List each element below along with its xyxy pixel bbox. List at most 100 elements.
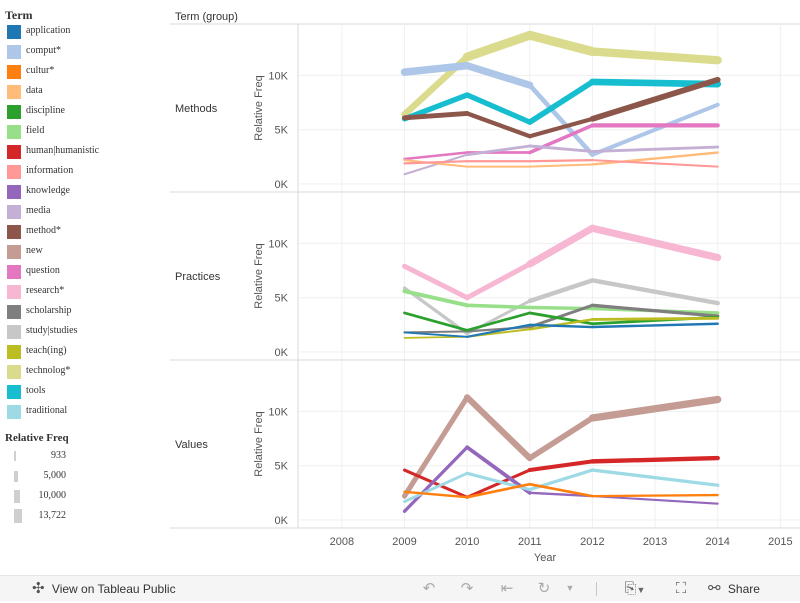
- line-segment[interactable]: [464, 394, 533, 462]
- legend-item[interactable]: knowledge: [7, 184, 157, 200]
- line-segment[interactable]: [527, 82, 595, 157]
- legend-item[interactable]: media: [7, 204, 157, 220]
- line-segment[interactable]: [588, 47, 722, 65]
- line-segment[interactable]: [402, 289, 470, 308]
- share-button[interactable]: ⚯ Share: [708, 576, 760, 601]
- fullscreen-icon[interactable]: ⛶: [675, 580, 687, 597]
- line-segment[interactable]: [528, 303, 594, 329]
- legend-item[interactable]: teach(ing): [7, 344, 157, 360]
- chevron-down-icon[interactable]: ▼: [565, 583, 575, 593]
- line-segment[interactable]: [401, 394, 470, 499]
- line-segment[interactable]: [464, 111, 532, 139]
- line-segment[interactable]: [465, 311, 532, 332]
- legend-item[interactable]: scholarship: [7, 304, 157, 320]
- line-segment[interactable]: [588, 224, 722, 262]
- legend-item[interactable]: research*: [7, 284, 157, 300]
- legend-item[interactable]: method*: [7, 224, 157, 240]
- line-segment[interactable]: [403, 311, 469, 332]
- view-on-tableau-public-button[interactable]: ✣ View on Tableau Public: [32, 576, 176, 601]
- series-cultur-[interactable]: [403, 482, 719, 499]
- line-segment[interactable]: [528, 491, 594, 498]
- legend-item[interactable]: data: [7, 84, 157, 100]
- line-segment[interactable]: [528, 144, 594, 153]
- line-segment[interactable]: [403, 159, 469, 168]
- line-segment[interactable]: [591, 159, 719, 168]
- line-segment[interactable]: [528, 318, 594, 331]
- line-segment[interactable]: [403, 153, 469, 176]
- legend-item[interactable]: discipline: [7, 104, 157, 120]
- series-research-[interactable]: [402, 224, 722, 301]
- series-new[interactable]: [401, 394, 722, 499]
- line-segment[interactable]: [590, 455, 720, 464]
- legend-item[interactable]: traditional: [7, 404, 157, 420]
- line-segment[interactable]: [590, 145, 720, 153]
- line-segment[interactable]: [527, 116, 595, 139]
- line-segment[interactable]: [466, 323, 531, 338]
- line-segment[interactable]: [528, 323, 594, 329]
- line-segment[interactable]: [403, 471, 469, 503]
- legend-item[interactable]: tools: [7, 384, 157, 400]
- line-segment[interactable]: [527, 459, 595, 473]
- line-segment[interactable]: [464, 92, 533, 125]
- line-segment[interactable]: [465, 468, 532, 499]
- line-segment[interactable]: [590, 102, 720, 157]
- download-icon[interactable]: ⎘▼: [624, 580, 646, 597]
- line-segment[interactable]: [591, 493, 719, 498]
- legend-item[interactable]: cultur*: [7, 64, 157, 80]
- line-segment[interactable]: [402, 263, 470, 301]
- line-segment[interactable]: [465, 144, 532, 157]
- line-chart[interactable]: Term (group) 2008 2009 2010 2011 2012 2013 2014…: [0, 0, 800, 575]
- line-segment[interactable]: [590, 303, 720, 318]
- series-media[interactable]: [403, 144, 720, 176]
- line-segment[interactable]: [591, 322, 719, 329]
- line-segment[interactable]: [465, 303, 532, 310]
- series-method-[interactable]: [402, 76, 721, 139]
- line-segment[interactable]: [403, 331, 469, 338]
- legend-item[interactable]: question: [7, 264, 157, 280]
- line-segment[interactable]: [400, 61, 471, 76]
- line-segment[interactable]: [463, 62, 534, 89]
- line-segment[interactable]: [526, 415, 596, 461]
- line-segment[interactable]: [591, 495, 719, 505]
- line-segment[interactable]: [528, 482, 594, 498]
- legend-item[interactable]: comput*: [7, 44, 157, 60]
- series-comput-[interactable]: [400, 61, 720, 157]
- line-segment[interactable]: [464, 261, 533, 301]
- line-segment[interactable]: [526, 224, 596, 268]
- line-segment[interactable]: [465, 482, 532, 499]
- line-segment[interactable]: [525, 30, 597, 57]
- series-application[interactable]: [403, 322, 719, 338]
- line-segment[interactable]: [589, 76, 721, 122]
- series-human-humanistic[interactable]: [402, 455, 720, 499]
- legend-item[interactable]: field: [7, 124, 157, 140]
- legend-item[interactable]: new: [7, 244, 157, 260]
- revert-icon[interactable]: ⇤: [500, 580, 514, 597]
- legend-item[interactable]: human|humanistic: [7, 144, 157, 160]
- line-segment[interactable]: [403, 151, 469, 161]
- legend-item[interactable]: application: [7, 24, 157, 40]
- legend-item[interactable]: information: [7, 164, 157, 180]
- line-segment[interactable]: [403, 160, 469, 165]
- legend-item[interactable]: study|studies: [7, 324, 157, 340]
- line-segment[interactable]: [590, 468, 720, 487]
- line-segment[interactable]: [590, 278, 720, 306]
- line-segment[interactable]: [462, 30, 535, 62]
- line-segment[interactable]: [591, 151, 719, 166]
- legend-item[interactable]: technolog*: [7, 364, 157, 380]
- line-segment[interactable]: [588, 395, 722, 422]
- series-data[interactable]: [403, 151, 719, 168]
- line-segment[interactable]: [527, 278, 595, 304]
- line-segment[interactable]: [402, 110, 470, 121]
- line-segment[interactable]: [528, 163, 594, 168]
- line-segment[interactable]: [403, 490, 469, 499]
- redo-icon[interactable]: ↷: [460, 580, 474, 597]
- line-segment[interactable]: [528, 158, 594, 163]
- undo-icon[interactable]: ↶: [422, 580, 436, 597]
- series-question[interactable]: [403, 123, 720, 161]
- line-segment[interactable]: [402, 445, 469, 513]
- line-segment[interactable]: [526, 79, 596, 125]
- line-segment[interactable]: [591, 316, 720, 321]
- refresh-icon[interactable]: ↻: [537, 580, 551, 597]
- line-segment[interactable]: [402, 468, 469, 499]
- series-information[interactable]: [403, 158, 719, 168]
